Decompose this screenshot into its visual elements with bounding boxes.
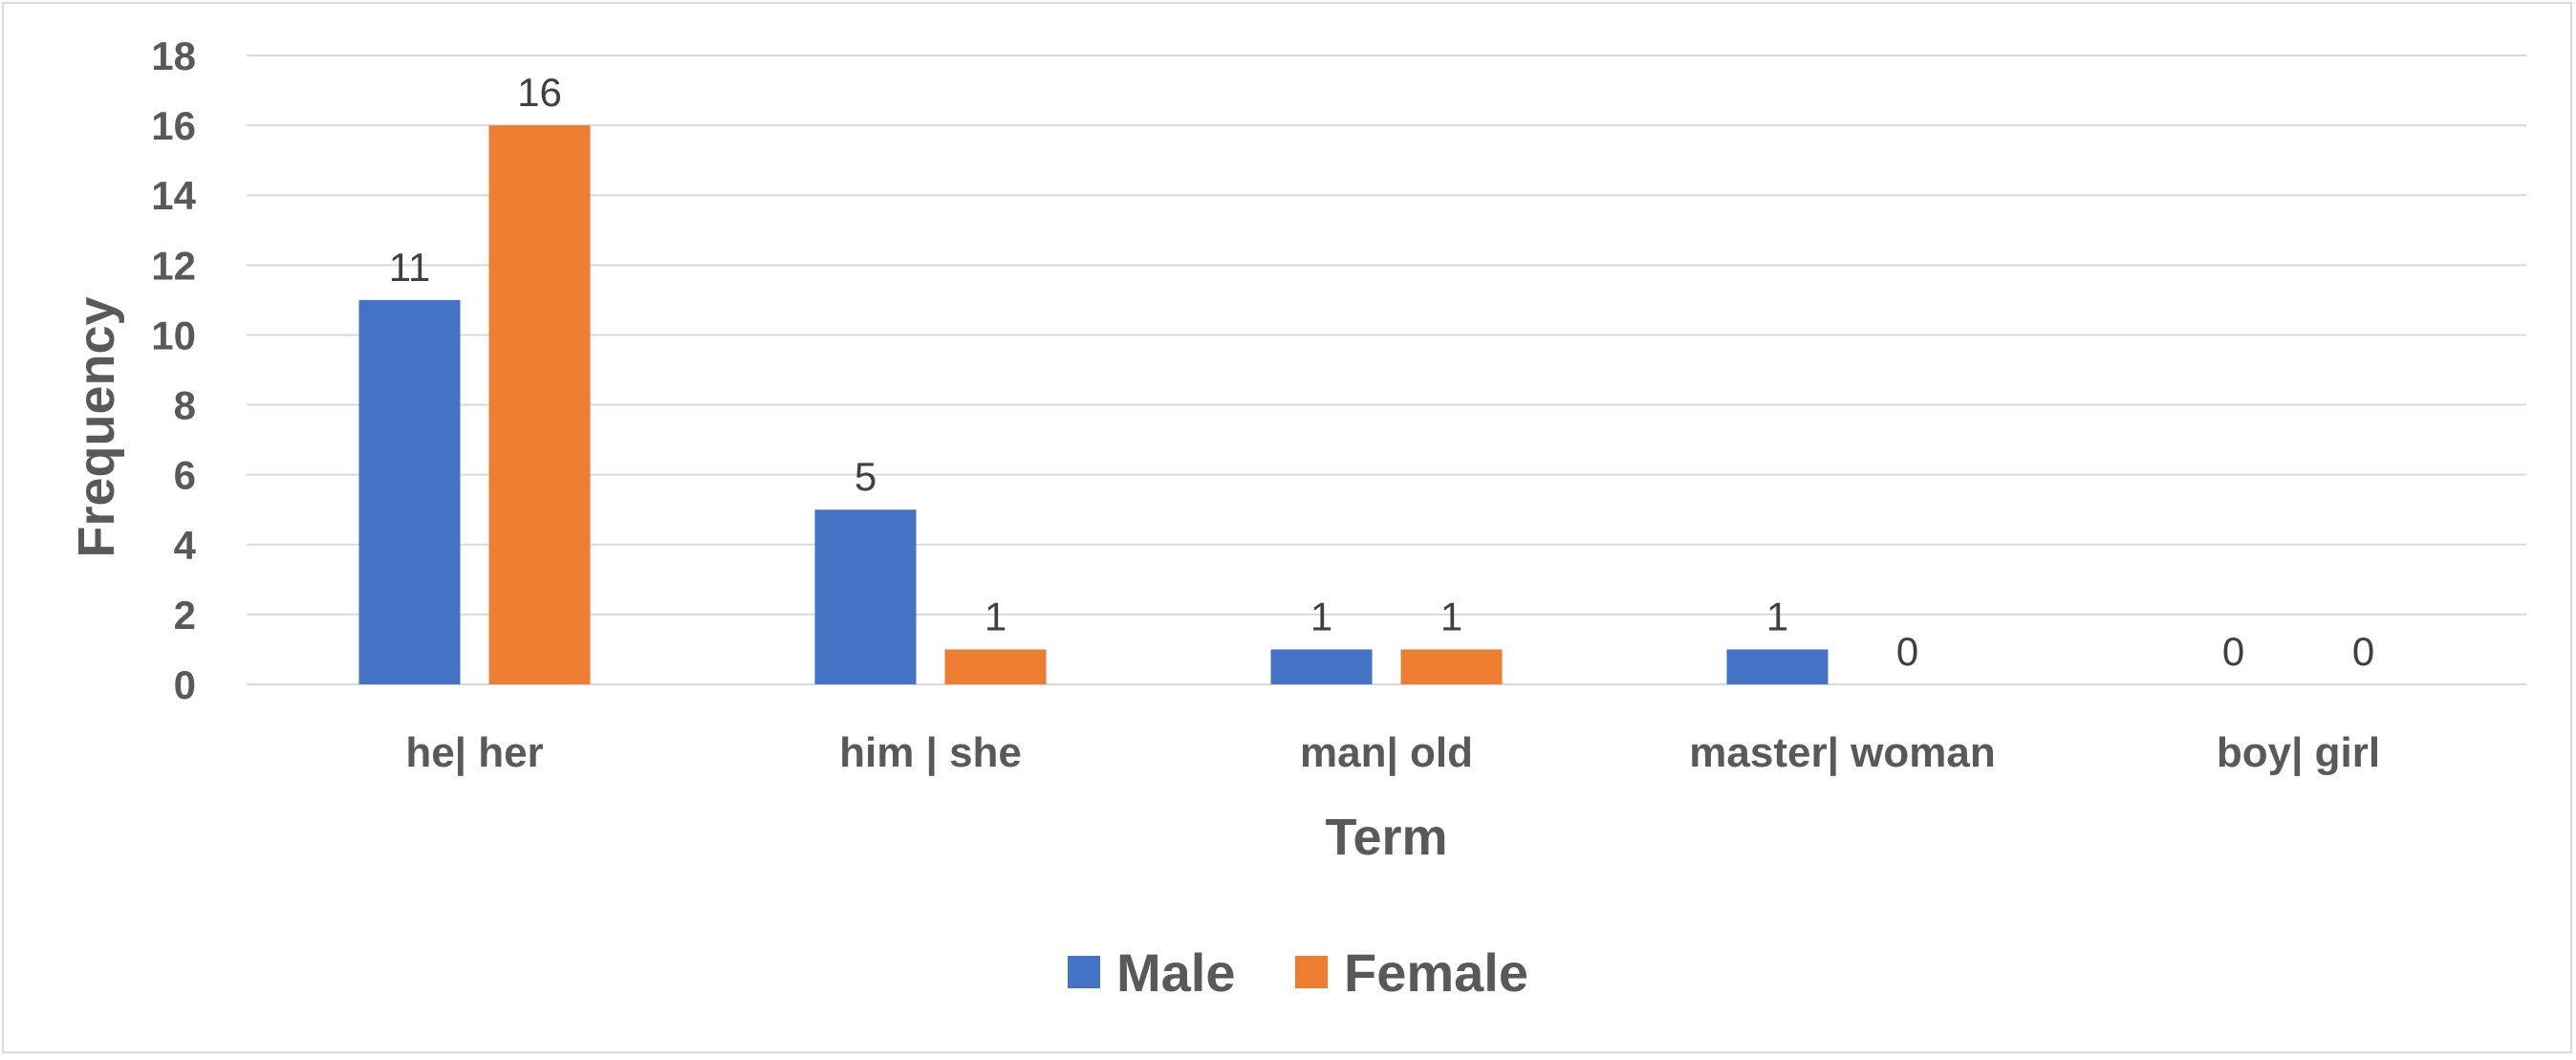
- y-axis-title: Frequency: [68, 296, 125, 557]
- y-tick-label: 10: [151, 313, 196, 357]
- data-label-male: 5: [855, 454, 877, 499]
- bar-female: [944, 649, 1047, 684]
- x-category-label: master| woman: [1689, 729, 1995, 777]
- bar-male: [358, 299, 461, 684]
- data-label-male: 0: [2222, 629, 2244, 674]
- legend-label-female: Female: [1344, 942, 1528, 1003]
- bar-female: [488, 125, 591, 685]
- y-tick-label: 8: [174, 383, 196, 428]
- data-label-female: 0: [1896, 629, 1918, 674]
- bar-male: [814, 509, 917, 684]
- data-label-male: 11: [389, 245, 431, 290]
- bar-male: [1270, 649, 1373, 684]
- data-label-female: 1: [985, 594, 1007, 638]
- y-tick-label: 14: [151, 173, 196, 218]
- y-tick-label: 16: [151, 103, 196, 148]
- legend-swatch-female: [1295, 956, 1328, 988]
- gridlines: [247, 54, 2526, 685]
- x-category-label: he| her: [405, 729, 543, 777]
- x-axis-categories: he| her him | she man| old master| woman boy…: [405, 729, 2380, 777]
- x-category-label: man| old: [1300, 729, 1473, 777]
- data-label-male: 1: [1310, 594, 1332, 638]
- x-category-label: boy| girl: [2217, 729, 2380, 777]
- data-label-male: 1: [1766, 594, 1788, 638]
- y-tick-label: 4: [174, 523, 197, 568]
- y-tick-label: 12: [151, 243, 196, 288]
- y-tick-label: 0: [174, 662, 196, 707]
- x-axis-title: Term: [1325, 809, 1447, 866]
- y-tick-label: 2: [174, 593, 196, 638]
- bar-female: [1400, 649, 1503, 684]
- y-axis-ticks: 0 2 4 6 8 10 12 14 16 18: [151, 33, 196, 707]
- data-label-female: 0: [2352, 629, 2374, 674]
- legend: Male Female: [1068, 942, 1528, 1003]
- legend-swatch-male: [1068, 956, 1100, 988]
- x-category-label: him | she: [839, 729, 1022, 777]
- legend-label-male: Male: [1116, 942, 1236, 1003]
- data-label-female: 1: [1440, 594, 1462, 638]
- bar-male: [1726, 649, 1829, 684]
- data-label-female: 16: [517, 70, 562, 115]
- bars: [358, 125, 1829, 685]
- y-tick-label: 6: [174, 453, 196, 498]
- y-tick-label: 18: [151, 33, 196, 78]
